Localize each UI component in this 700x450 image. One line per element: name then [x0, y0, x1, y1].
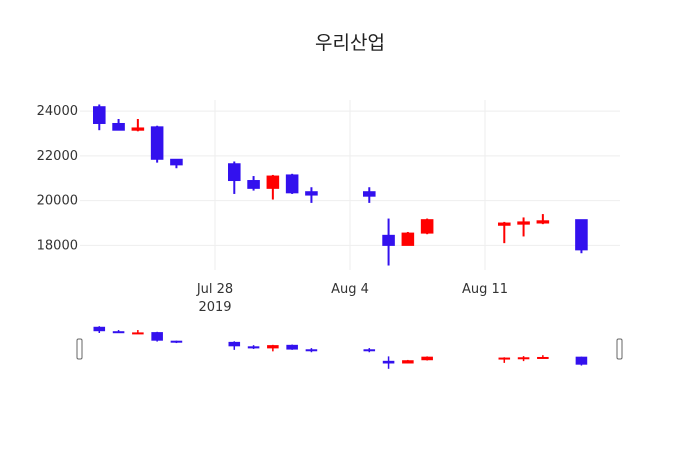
slider-candle [402, 359, 414, 364]
slider-candle-body [112, 331, 125, 334]
x-tick-label: Aug 4 [331, 282, 369, 297]
candle-body [536, 220, 550, 224]
candle-body [305, 191, 318, 196]
slider-candle-body [363, 349, 376, 352]
slider-candle-body [517, 357, 530, 360]
y-tick-label: 18000 [37, 238, 78, 253]
candle [382, 218, 395, 266]
slider-candle [363, 348, 376, 353]
slider-candle [228, 341, 241, 350]
candle-body [93, 106, 106, 124]
x-tick-labels: Jul 28 Aug 4 Aug 11 [196, 282, 508, 297]
candle [170, 158, 183, 169]
slider-candle [498, 357, 511, 363]
candle-body [247, 180, 260, 189]
slider-candle [286, 344, 298, 350]
candle [228, 161, 241, 194]
range-slider-right-handle[interactable] [616, 338, 623, 360]
slider-candle [517, 356, 530, 362]
y-gridlines [80, 110, 620, 246]
range-slider[interactable] [76, 326, 623, 369]
candle-body [363, 191, 376, 197]
slider-candle [112, 330, 125, 334]
slider-candle [305, 348, 318, 353]
candle-body [228, 163, 241, 182]
candle-body [266, 175, 280, 189]
slider-candle [151, 331, 163, 342]
slider-candle [247, 345, 260, 349]
candle [420, 218, 434, 235]
candles [93, 104, 588, 266]
slider-candle-body [228, 341, 241, 347]
slider-candle-body [305, 349, 318, 352]
candle [93, 104, 106, 131]
candle-body [170, 158, 183, 166]
slider-candle [537, 355, 549, 359]
slider-candle [421, 356, 433, 361]
candle [285, 173, 299, 194]
chart-title: 우리산업 [315, 32, 385, 54]
slider-candle [267, 344, 279, 352]
candle [266, 174, 280, 200]
candle [150, 125, 164, 163]
candle [401, 231, 415, 246]
slider-candle-body [575, 356, 588, 365]
candle [305, 187, 318, 203]
y-tick-labels: 18000 20000 22000 24000 [37, 104, 78, 253]
candle [498, 221, 511, 244]
candle-body [150, 126, 164, 160]
slider-candle-body [132, 332, 144, 335]
x-tick-label: Jul 28 [196, 282, 233, 297]
slider-candle-body [537, 356, 549, 359]
candle-body [112, 122, 125, 131]
slider-candle-body [267, 345, 279, 349]
x-tick-label: Aug 11 [462, 282, 508, 297]
slider-candle [382, 356, 395, 369]
candle-body [517, 221, 530, 225]
candle [575, 219, 588, 254]
slider-candle-body [421, 356, 433, 361]
x-year-label: 2019 [198, 300, 231, 315]
slider-candle-body [402, 360, 414, 364]
x-gridlines [214, 100, 486, 270]
slider-candle-body [151, 332, 163, 341]
candle [131, 119, 145, 132]
candle [363, 187, 376, 203]
slider-candle-body [286, 344, 298, 350]
slider-candle [575, 356, 588, 366]
candle [247, 176, 260, 191]
y-tick-label: 20000 [37, 194, 78, 209]
slider-candle [132, 330, 144, 335]
candle [112, 119, 125, 131]
slider-candle-body [498, 357, 511, 360]
slider-candle-body [382, 360, 395, 364]
range-slider-left-handle[interactable] [76, 338, 83, 360]
slider-candle-body [170, 340, 183, 343]
candle-body [420, 219, 434, 234]
candle-body [401, 232, 415, 246]
candle-body [285, 174, 299, 194]
candle [536, 214, 550, 225]
y-tick-label: 22000 [37, 149, 78, 164]
slider-candle-body [93, 326, 106, 332]
candle [517, 217, 530, 237]
slider-candle [170, 340, 183, 344]
candle-body [498, 222, 511, 226]
candle-body [575, 219, 588, 251]
slider-candle [93, 326, 106, 333]
candle-body [382, 234, 395, 246]
y-tick-label: 24000 [37, 104, 78, 119]
candle-body [131, 127, 145, 131]
slider-candle-body [247, 346, 260, 349]
